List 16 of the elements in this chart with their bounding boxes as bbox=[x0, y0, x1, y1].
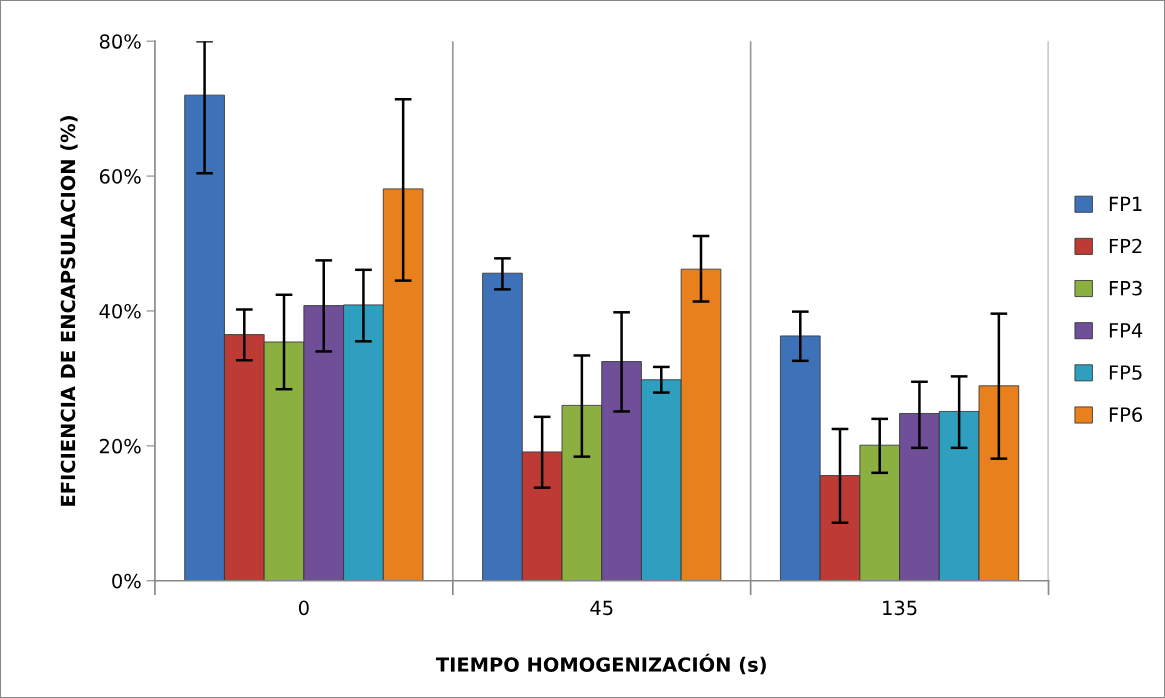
legend-label: FP2 bbox=[1109, 238, 1142, 254]
x-tick-label: 0 bbox=[298, 600, 309, 616]
y-tick-label: 80% bbox=[99, 34, 141, 49]
legend-label: FP3 bbox=[1109, 280, 1142, 296]
legend-label: FP1 bbox=[1109, 196, 1142, 211]
y-axis-title: EFICIENCIA DE ENCAPSULACION (%) bbox=[60, 116, 78, 506]
legend-label: FP4 bbox=[1109, 323, 1143, 338]
x-tick-label: 45 bbox=[590, 600, 613, 616]
legend-label: FP5 bbox=[1109, 365, 1142, 380]
y-tick-label: 20% bbox=[99, 438, 141, 454]
legend-label: FP6 bbox=[1109, 407, 1143, 422]
y-tick-label: 60% bbox=[99, 169, 141, 184]
x-tick-label: 135 bbox=[883, 600, 917, 616]
y-tick-label: 0% bbox=[112, 573, 141, 589]
y-tick-label: 40% bbox=[99, 303, 141, 319]
x-axis-title: TIEMPO HOMOGENIZACIÓN (s) bbox=[435, 653, 766, 675]
